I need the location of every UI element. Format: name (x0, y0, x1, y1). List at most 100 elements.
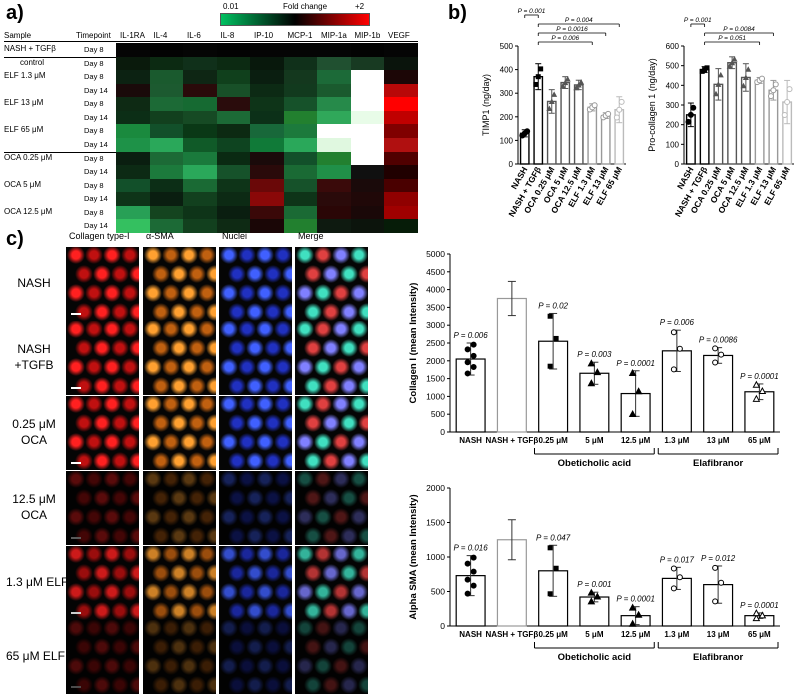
data-point (712, 598, 719, 605)
micrograph-row-label: NASH (17, 342, 51, 356)
heatmap-cell (116, 70, 151, 85)
data-point (547, 545, 553, 551)
heatmap-cell (283, 165, 318, 180)
p-value-label: P = 0.001 (684, 17, 712, 24)
heatmap-col-header: Sample (4, 31, 32, 40)
micrograph-col-header: Merge (298, 231, 324, 241)
heatmap-cell (183, 178, 218, 193)
p-value-label: P = 0.047 (536, 533, 571, 542)
heatmap-cell (216, 192, 251, 207)
heatmap-cell (116, 56, 151, 71)
y-tick-label: 400 (500, 66, 514, 75)
heatmap-cell (317, 219, 352, 234)
micrograph-tile (143, 396, 216, 470)
heatmap-cell (149, 219, 184, 234)
colorbar-title: Fold change (283, 2, 328, 11)
micrograph-tile (66, 321, 139, 395)
y-axis-label: Alpha SMA (mean Intensity) (408, 494, 419, 619)
micrograph-col-header: Collagen type-I (69, 231, 130, 241)
y-tick-label: 300 (500, 89, 514, 98)
heatmap-cell (149, 83, 184, 98)
heatmap-cell (350, 151, 385, 166)
data-point (729, 59, 736, 66)
heatmap-cell (350, 219, 385, 234)
heatmap-cell (116, 124, 151, 139)
p-value-label: P = 0.017 (660, 555, 695, 564)
heatmap-cell (183, 192, 218, 207)
group-label: Obeticholic acid (558, 458, 632, 469)
header-divider (4, 41, 418, 42)
y-axis-label: Pro-collagen 1 (ng/day) (647, 58, 657, 152)
y-axis-label: Collagen I (mean Intensity) (408, 283, 419, 404)
data-point (726, 63, 733, 69)
micrograph-tile (143, 247, 216, 321)
heatmap-cell (116, 192, 151, 207)
data-point (712, 564, 719, 571)
y-tick-label: 600 (666, 42, 680, 51)
heatmap-cell (183, 110, 218, 125)
x-tick-label: 0.25 μM (538, 436, 568, 445)
data-point (731, 56, 738, 62)
micrograph-tile (143, 471, 216, 545)
y-tick-label: 3000 (426, 320, 445, 330)
heatmap-timepoint-label: Day 8 (84, 180, 104, 190)
y-tick-label: 1500 (426, 518, 445, 528)
bar (768, 89, 779, 165)
heatmap-cell (183, 97, 218, 112)
heatmap-timepoint-label: Day 14 (84, 140, 108, 149)
heatmap-cell (216, 110, 251, 125)
data-point (613, 114, 620, 121)
heatmap-cell (216, 178, 251, 193)
data-point (685, 118, 692, 125)
heatmap-cell (183, 124, 218, 139)
group-divider (4, 151, 116, 153)
colorbar (220, 13, 370, 26)
heatmap-cell (149, 43, 184, 58)
heatmap-cell (116, 138, 151, 153)
data-point (559, 83, 566, 89)
heatmap-cell (384, 43, 419, 58)
panel-c-letter: c) (6, 228, 24, 250)
data-point (547, 591, 553, 597)
data-point (547, 313, 553, 319)
p-value-label: P = 0.0016 (556, 26, 588, 33)
data-point (628, 369, 637, 377)
data-point (718, 351, 725, 358)
heatmap-cell (384, 138, 419, 153)
p-value-label: P = 0.001 (518, 8, 546, 15)
micrograph-tile (295, 321, 368, 395)
heatmap-cell (250, 83, 285, 98)
data-point (767, 93, 774, 100)
heatmap-cell (283, 151, 318, 166)
heatmap-col-header: IL-8 (220, 31, 235, 40)
heatmap-cell (350, 43, 385, 58)
heatmap-cell (384, 110, 419, 125)
bar (703, 354, 734, 433)
x-tick-label: NASH (459, 436, 482, 445)
data-point (593, 592, 602, 600)
bar (699, 68, 710, 165)
data-point (704, 65, 710, 71)
micrograph-tile (295, 471, 368, 545)
data-point (470, 352, 477, 359)
y-tick-label: 0 (509, 160, 514, 169)
data-point (742, 74, 749, 80)
data-point (670, 565, 677, 572)
heatmap-timepoint-label: Day 14 (84, 167, 108, 177)
data-point (740, 82, 747, 89)
y-tick-label: 5000 (426, 249, 445, 259)
micrograph-col-header: α-SMA (146, 231, 174, 241)
heatmap-timepoint-label: Day 8 (84, 58, 104, 68)
heatmap-cell (283, 192, 318, 207)
p-value-label: P = 0.012 (701, 554, 736, 563)
heatmap-cell (183, 83, 218, 98)
panel-b-letter: b) (448, 2, 467, 24)
data-point (784, 99, 791, 106)
bar (754, 79, 765, 165)
data-point (587, 379, 596, 387)
heatmap-timepoint-label: Day 14 (84, 85, 108, 95)
heatmap-cell (183, 205, 218, 220)
data-point (587, 359, 596, 367)
heatmap-cell (149, 178, 184, 193)
